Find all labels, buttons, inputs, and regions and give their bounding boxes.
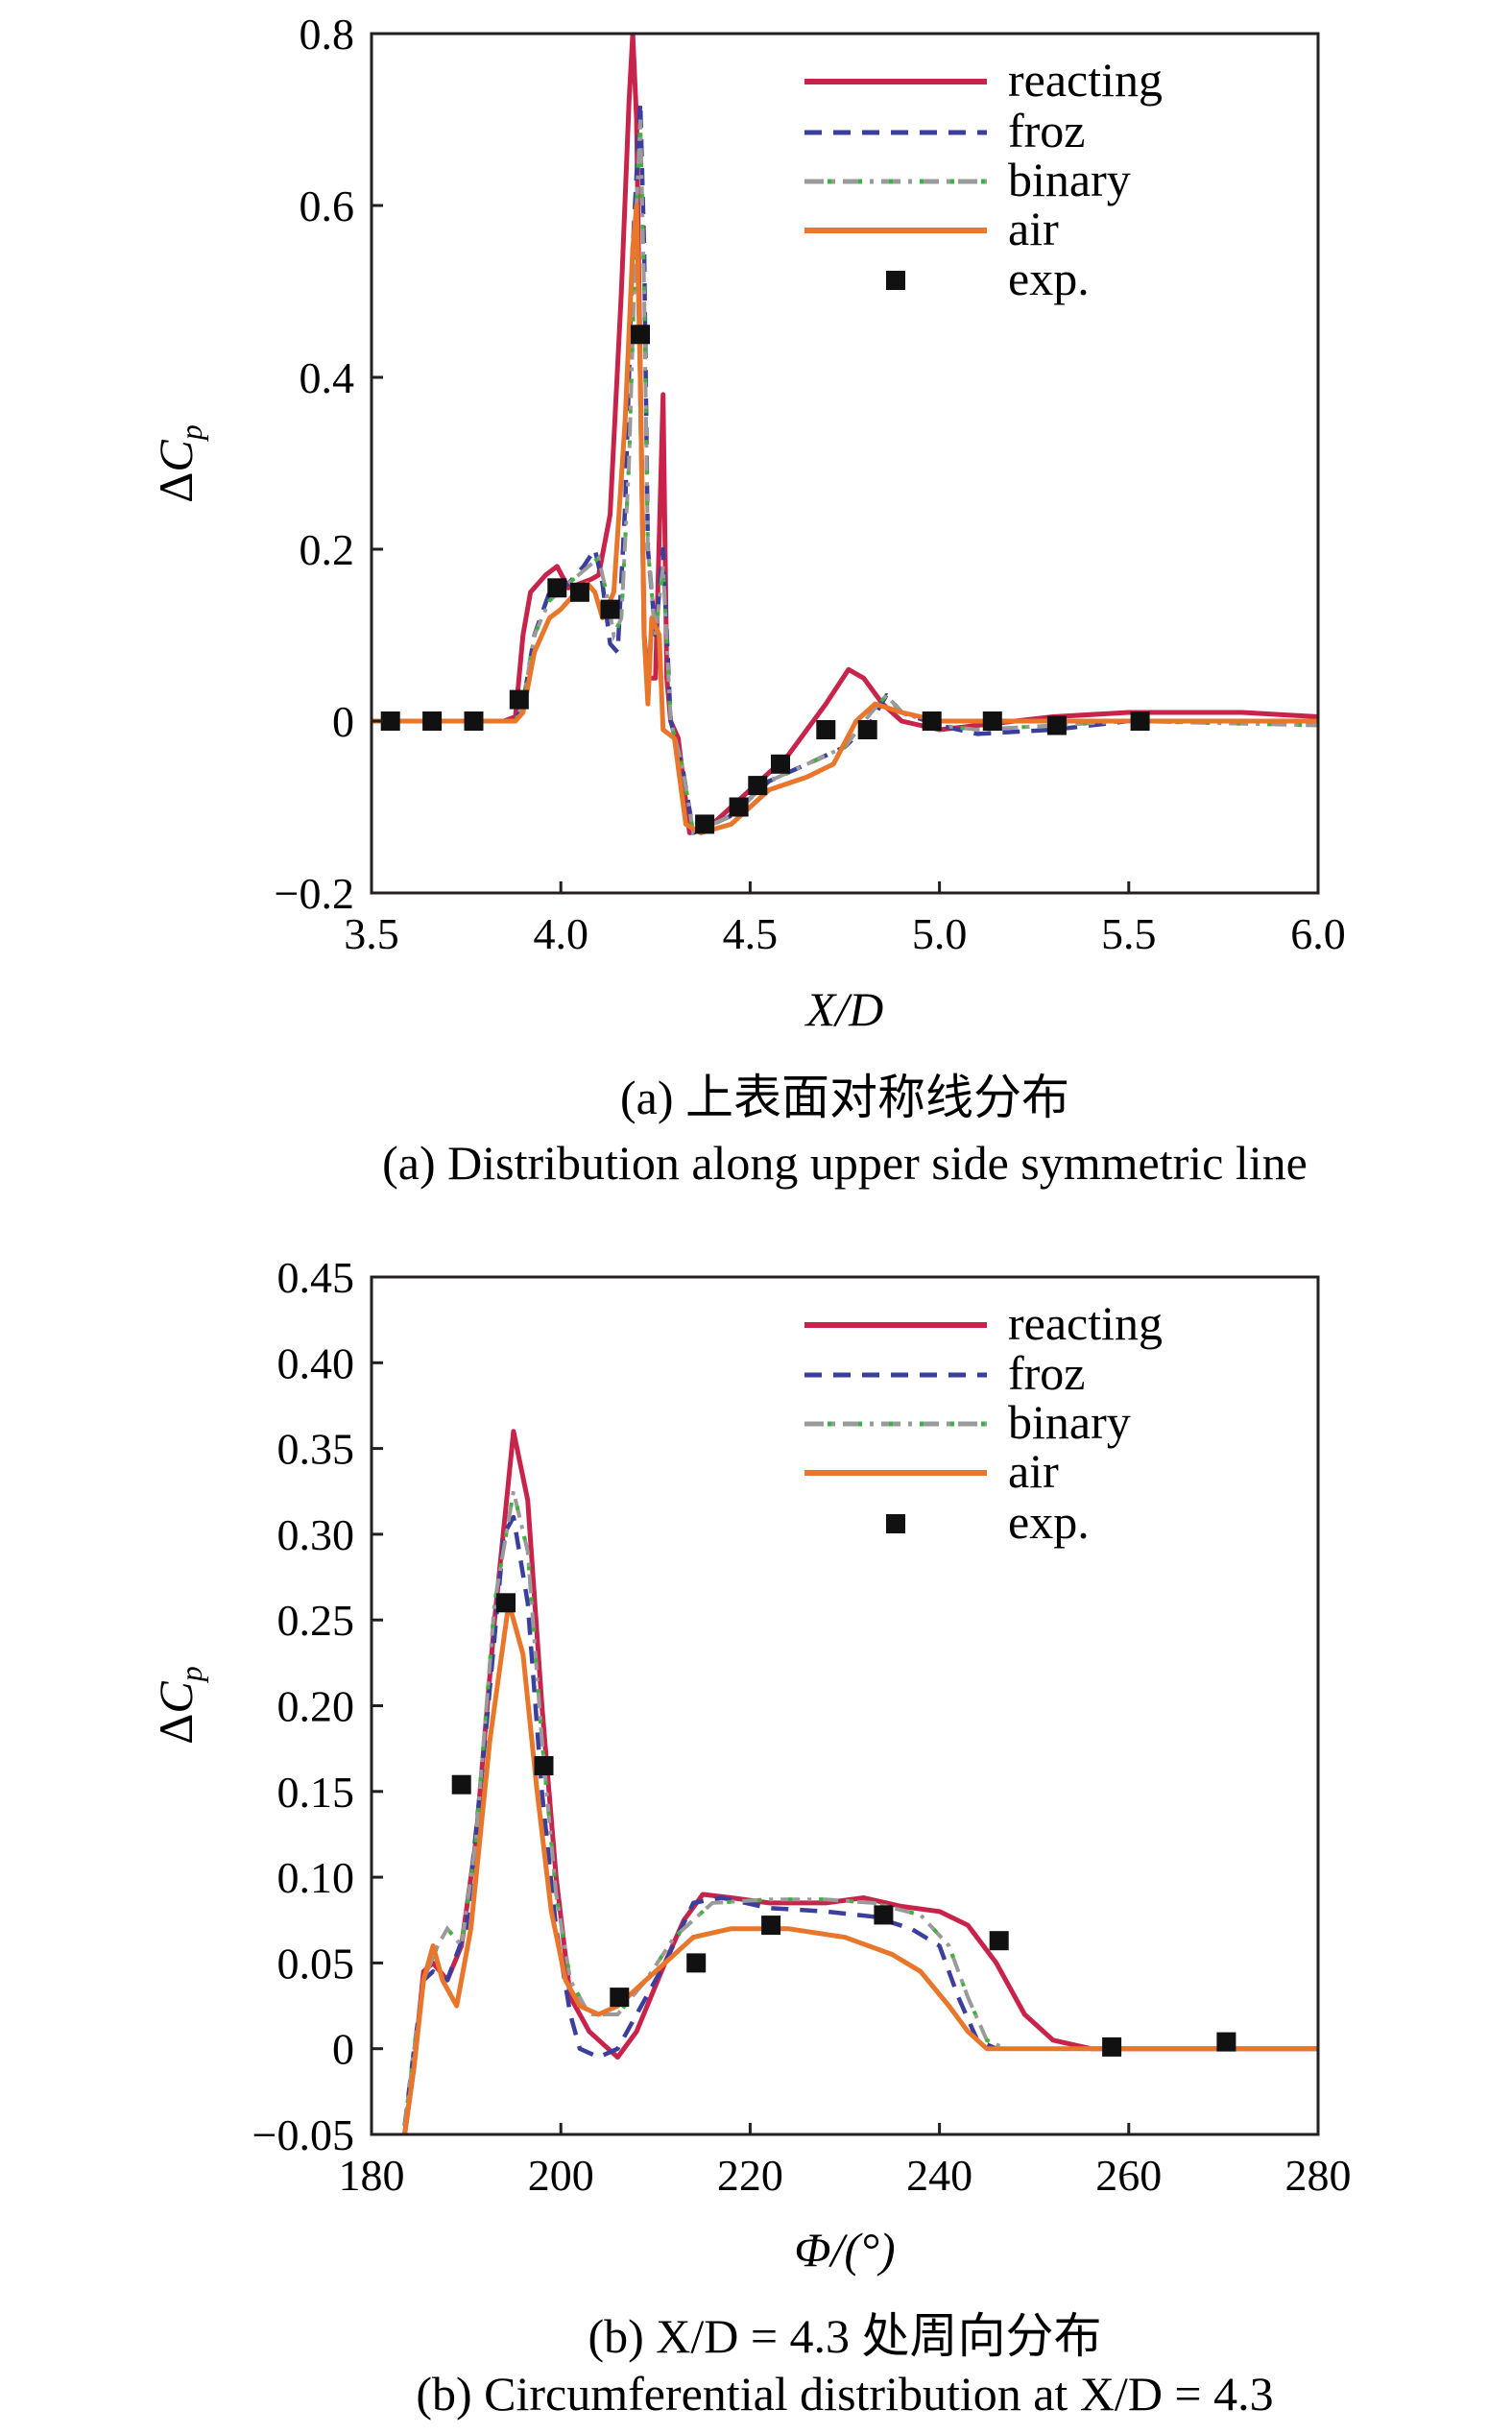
exp-point-2 bbox=[496, 1593, 516, 1613]
series-line-froz bbox=[402, 1514, 1318, 2127]
x-tick-label: 4.5 bbox=[723, 909, 779, 958]
legend-label-froz: froz bbox=[1008, 104, 1086, 157]
y-tick-label: 0 bbox=[332, 697, 354, 746]
x-tick-label: 5.0 bbox=[912, 909, 968, 958]
y-tick-label: −0.05 bbox=[252, 2110, 354, 2159]
x-tick-label: 260 bbox=[1095, 2151, 1162, 2200]
x-tick-label: 280 bbox=[1285, 2151, 1352, 2200]
exp-point-13 bbox=[816, 720, 836, 739]
y-tick-label: 0.40 bbox=[277, 1338, 355, 1387]
panel-a-ticks: 3.5 4.0 4.5 5.0 5.5 6.0 −0.2 0 0.2 0.4 0.6 0.8 bbox=[275, 10, 1346, 958]
exp-point-3 bbox=[534, 1756, 554, 1775]
legend-label-air: air bbox=[1008, 1444, 1059, 1498]
exp-point-4 bbox=[610, 1988, 630, 2008]
x-tick-label: 220 bbox=[717, 2151, 783, 2200]
exp-point-9 bbox=[695, 814, 715, 834]
panel-a-chart: 3.5 4.0 4.5 5.0 5.5 6.0−0.200.20.40.60.8 ΔCp … bbox=[149, 10, 1346, 1190]
y-tick-label: 0 bbox=[332, 2025, 354, 2074]
exp-point-5 bbox=[686, 1953, 707, 1973]
exp-point-14 bbox=[857, 720, 877, 739]
y-tick-label: 0.8 bbox=[300, 10, 355, 59]
exp-point-6 bbox=[569, 582, 589, 602]
panel-a-legend: reacting froz binary air exp. bbox=[804, 53, 1163, 305]
legend-label-binary: binary bbox=[1008, 153, 1131, 206]
exp-point-3 bbox=[464, 711, 484, 731]
exp-point-7 bbox=[874, 1905, 894, 1925]
exp-point-8 bbox=[989, 1931, 1009, 1951]
exp-point-17 bbox=[1046, 715, 1067, 735]
exp-point-2 bbox=[422, 711, 443, 731]
legend-label-exp: exp. bbox=[1008, 1495, 1090, 1549]
panel-b-plot-area bbox=[402, 1429, 1318, 2134]
y-tick-label: 0.20 bbox=[277, 1682, 355, 1731]
series-line-air bbox=[402, 1600, 1318, 2134]
y-tick-label: 0.10 bbox=[277, 1853, 355, 1902]
series-line-reacting bbox=[372, 34, 1318, 835]
y-tick-label: 0.30 bbox=[277, 1510, 355, 1559]
legend-label-binary: binary bbox=[1008, 1395, 1131, 1449]
series-line-air bbox=[372, 203, 1318, 835]
panel-b-legend: reacting froz binary air exp. bbox=[804, 1296, 1163, 1549]
legend-swatch-exp bbox=[886, 271, 905, 290]
y-tick-label: −0.2 bbox=[275, 869, 354, 918]
x-tick-label: 200 bbox=[528, 2151, 594, 2200]
exp-point-16 bbox=[982, 711, 1002, 731]
panel-b-frame bbox=[370, 1275, 1320, 2136]
panel-a-caption-cn: (a) 上表面对称线分布 bbox=[620, 1071, 1069, 1124]
legend-swatch-exp bbox=[886, 1514, 905, 1533]
y-tick-label: 0.2 bbox=[300, 525, 355, 574]
exp-point-18 bbox=[1130, 711, 1150, 731]
exp-point-4 bbox=[509, 689, 529, 710]
panel-a-plot-area bbox=[372, 34, 1318, 836]
panel-a-xlabel: X/D bbox=[804, 982, 884, 1036]
y-tick-label: 0.05 bbox=[277, 1939, 355, 1988]
y-tick-label: 0.35 bbox=[277, 1425, 355, 1474]
legend-label-froz: froz bbox=[1008, 1346, 1086, 1400]
series-line-reacting bbox=[402, 1429, 1318, 2134]
exp-point-5 bbox=[547, 578, 567, 598]
exp-point-10 bbox=[1216, 2032, 1236, 2052]
series-line-binary bbox=[402, 1490, 1318, 2127]
panel-b-ylabel: ΔCp bbox=[149, 1666, 208, 1745]
x-tick-label: 3.5 bbox=[344, 909, 399, 958]
y-tick-label: 0.4 bbox=[300, 353, 355, 402]
exp-point-1 bbox=[451, 1774, 471, 1795]
exp-point-12 bbox=[771, 754, 790, 774]
series-line-binary bbox=[372, 119, 1318, 836]
exp-point-15 bbox=[922, 711, 942, 731]
legend-label-reacting: reacting bbox=[1008, 1296, 1163, 1350]
panel-a-frame bbox=[370, 32, 1320, 895]
exp-point-7 bbox=[600, 599, 620, 619]
exp-point-9 bbox=[1102, 2036, 1122, 2057]
legend-label-air: air bbox=[1008, 202, 1059, 255]
x-tick-label: 4.0 bbox=[533, 909, 588, 958]
panel-b-ticks: 180 200 220 240 260 280 −0.05 0 0.05 0.10 0.15 0.20… bbox=[252, 1253, 1352, 2200]
panel-b-xlabel: Φ/(°) bbox=[794, 2223, 895, 2277]
y-tick-label: 0.15 bbox=[277, 1768, 355, 1817]
exp-point-6 bbox=[761, 1916, 781, 1936]
x-tick-label: 180 bbox=[339, 2151, 405, 2200]
x-tick-label: 5.5 bbox=[1101, 909, 1157, 958]
exp-point-11 bbox=[748, 776, 768, 796]
exp-point-8 bbox=[631, 325, 650, 345]
panel-b-caption-en: (b) Circumferential distribution at X/D … bbox=[416, 2367, 1273, 2421]
panel-b-caption-cn: (b) X/D = 4.3 处周向分布 bbox=[588, 2309, 1101, 2363]
legend-label-reacting: reacting bbox=[1008, 53, 1163, 107]
panel-b-chart: 180 200 220 240 260 280 −0.05 0 0.05 0.10 0.15 0.20… bbox=[149, 1253, 1352, 2421]
y-tick-label: 0.25 bbox=[277, 1596, 355, 1645]
x-tick-label: 240 bbox=[906, 2151, 972, 2200]
series-line-binary-gray bbox=[402, 1490, 1318, 2127]
series-line-binary-gray bbox=[372, 119, 1318, 836]
panel-a-ylabel: ΔCp bbox=[149, 424, 208, 503]
exp-point-10 bbox=[729, 797, 749, 817]
y-tick-label: 0.6 bbox=[300, 181, 355, 230]
panel-a-caption-en: (a) Distribution along upper side symmet… bbox=[382, 1136, 1308, 1190]
legend-label-exp: exp. bbox=[1008, 252, 1090, 305]
x-tick-label: 6.0 bbox=[1290, 909, 1346, 958]
exp-point-1 bbox=[380, 711, 400, 731]
y-tick-label: 0.45 bbox=[277, 1253, 355, 1302]
